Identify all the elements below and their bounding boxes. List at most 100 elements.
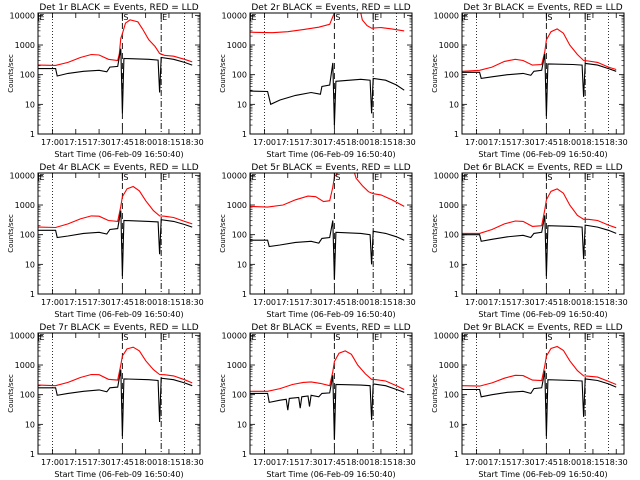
x-tick-label: 18:30 [393,458,416,467]
y-tick-label: 10 [449,260,459,269]
plot-frame [37,172,201,295]
x-tick-label: 17:15 [488,138,511,147]
y-tick-label: 1 [30,290,35,299]
x-tick-label: 17:45 [323,298,346,307]
y-tick-label: 10000 [10,331,35,340]
y-tick-label: 1 [454,130,459,139]
panel-det-7: Det 7r BLACK = Events, RED = LLD Counts/s… [7,323,204,479]
y-tick-label: 10 [237,260,247,269]
x-tick-label: 18:15 [369,458,392,467]
x-axis-label: Start Time (06-Feb-09 16:50:40) [478,470,607,479]
marker-label: E [374,173,379,182]
y-axis-label: Counts/sec [431,54,439,93]
y-tick-label: 100 [444,71,459,80]
marker-label: S [123,333,128,342]
series-line-lld [38,19,193,66]
x-tick-label: 18:00 [558,458,581,467]
x-tick-label: 17:45 [535,458,558,467]
marker-label: E [374,13,379,22]
series-line-lld [462,28,617,72]
plot-frame [461,172,625,295]
x-tick-label: 17:30 [88,458,111,467]
panel-title: Det 7r BLACK = Events, RED = LLD [39,323,198,333]
y-tick-label: 10000 [434,11,459,20]
x-tick-label: 17:00 [41,138,64,147]
marker-label: E [252,333,257,342]
plot-frame [37,332,201,455]
marker-label: E [40,333,45,342]
panel-title: Det 4r BLACK = Events, RED = LLD [39,163,198,173]
panel-det-9: Det 9r BLACK = Events, RED = LLD Counts/s… [431,323,628,479]
x-tick-label: 18:00 [134,458,157,467]
series-line-lld [462,188,617,234]
x-tick-label: 17:15 [64,138,87,147]
panel-title: Det 3r BLACK = Events, RED = LLD [463,3,622,13]
marker-label: E [252,13,257,22]
x-tick-label: 17:00 [253,458,276,467]
series-line-events [38,48,193,114]
marker-label: E [162,173,167,182]
y-tick-label: 100 [20,71,35,80]
x-axis-label: Start Time (06-Feb-09 16:50:40) [266,150,395,159]
x-tick-label: 17:45 [535,138,558,147]
x-tick-label: 17:00 [465,458,488,467]
x-axis-label: Start Time (06-Feb-09 16:50:40) [478,150,607,159]
y-tick-label: 100 [444,391,459,400]
y-tick-label: 1000 [439,361,459,370]
x-tick-label: 18:00 [346,138,369,147]
panel-title: Det 9r BLACK = Events, RED = LLD [463,323,622,333]
y-tick-label: 10 [25,420,35,429]
x-tick-label: 18:15 [157,298,180,307]
y-tick-label: 100 [232,71,247,80]
y-tick-label: 10 [449,100,459,109]
plot-frame [461,332,625,455]
marker-label: S [123,13,128,22]
series-line-events [250,375,405,440]
x-tick-label: 17:00 [41,458,64,467]
marker-label: E [40,173,45,182]
x-tick-label: 17:00 [465,138,488,147]
marker-label: S [547,13,552,22]
x-tick-label: 17:00 [41,298,64,307]
panel-det-8: Det 8r BLACK = Events, RED = LLD Counts/s… [219,323,416,479]
x-axis-label: Start Time (06-Feb-09 16:50:40) [54,150,183,159]
marker-label: E [586,13,591,22]
y-tick-label: 1 [242,450,247,459]
marker-label: E [464,333,469,342]
marker-label: E [374,333,379,342]
x-tick-label: 17:15 [64,298,87,307]
y-axis-label: Counts/sec [219,374,227,413]
marker-label: S [123,173,128,182]
y-tick-label: 10 [449,420,459,429]
x-tick-label: 17:15 [488,458,511,467]
x-tick-label: 17:30 [512,298,535,307]
marker-label: S [335,13,340,22]
series-line-lld [38,185,193,229]
x-tick-label: 18:30 [605,138,628,147]
y-tick-label: 10000 [10,11,35,20]
x-tick-label: 18:30 [181,458,204,467]
y-tick-label: 100 [20,231,35,240]
x-tick-label: 18:15 [369,298,392,307]
series-line-lld [250,172,405,208]
panel-det-6: Det 6r BLACK = Events, RED = LLD Counts/s… [431,163,628,319]
marker-label: E [586,333,591,342]
marker-label: E [40,13,45,22]
x-tick-label: 17:30 [300,458,323,467]
marker-label: E [464,13,469,22]
marker-label: S [547,173,552,182]
series-line-lld [38,346,193,387]
y-tick-label: 1000 [227,41,247,50]
y-tick-label: 1 [454,450,459,459]
x-tick-label: 17:30 [88,138,111,147]
x-axis-label: Start Time (06-Feb-09 16:50:40) [478,310,607,319]
x-tick-label: 18:15 [581,458,604,467]
x-tick-label: 17:15 [64,458,87,467]
y-tick-label: 1 [242,130,247,139]
series-line-lld [462,345,617,387]
x-tick-label: 17:00 [253,298,276,307]
panel-det-4: Det 4r BLACK = Events, RED = LLD Counts/s… [7,163,204,319]
y-axis-label: Counts/sec [7,374,15,413]
x-tick-label: 18:00 [558,138,581,147]
x-tick-label: 17:30 [300,298,323,307]
